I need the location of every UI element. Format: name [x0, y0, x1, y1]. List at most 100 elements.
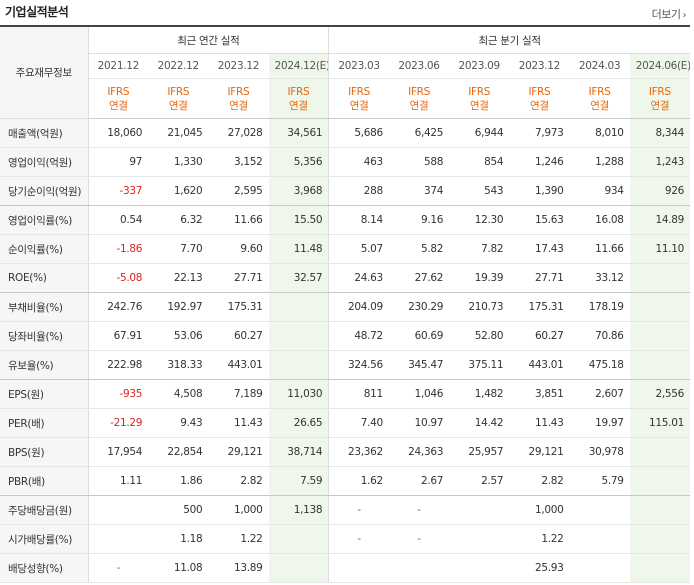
table-cell [328, 553, 389, 583]
more-label: 더보기 [651, 8, 681, 21]
table-cell: 345.47 [388, 350, 450, 380]
table-cell: 2.57 [449, 466, 510, 496]
table-cell: 25.93 [509, 553, 570, 583]
basis-top: IFRS [167, 85, 190, 98]
table-cell: 29,121 [208, 437, 269, 467]
table-cell: 1.22 [509, 524, 570, 554]
basis-header: IFRS 연결 [328, 78, 389, 119]
table-cell: 115.01 [629, 408, 690, 438]
basis-header: IFRS 연결 [509, 78, 570, 119]
row-label: PBR(배) [0, 466, 89, 496]
table-cell: 288 [328, 176, 389, 206]
table-cell: 25,957 [449, 437, 510, 467]
table-cell: 30,978 [569, 437, 630, 467]
table-cell: 443.01 [509, 350, 570, 380]
table-cell [629, 263, 690, 293]
table-cell: 17,954 [88, 437, 149, 467]
financial-table: 주요재무정보 최근 연간 실적 최근 분기 실적 2021.12 2022.12 2… [0, 25, 690, 583]
period-header: 2021.12 [88, 53, 149, 79]
table-row: 주당배당금(원) 500 1,000 1,138- -1,000 [0, 495, 690, 525]
table-cell: 15.63 [509, 205, 570, 235]
row-label: 영업이익(억원) [0, 147, 89, 177]
basis-bottom: 연결 [590, 99, 609, 112]
table-cell: 21,045 [148, 118, 209, 148]
table-cell [268, 553, 330, 583]
table-cell: 29,121 [509, 437, 570, 467]
table-cell: 1,288 [569, 147, 630, 177]
table-cell: 242.76 [88, 292, 149, 322]
row-label: 주당배당금(원) [0, 495, 89, 525]
table-cell [268, 321, 330, 351]
table-cell: 175.31 [208, 292, 269, 322]
table-cell: 11.43 [208, 408, 269, 438]
table-cell: 27.71 [208, 263, 269, 293]
table-cell: 318.33 [148, 350, 209, 380]
table-cell: 2,556 [629, 379, 690, 409]
table-cell [629, 524, 690, 554]
row-label: 영업이익률(%) [0, 205, 89, 235]
table-cell: -5.08 [88, 263, 149, 293]
table-cell: 7.82 [449, 234, 510, 264]
period-header: 2024.06(E) [629, 53, 690, 79]
table-cell: 3,968 [268, 176, 330, 206]
table-row: 영업이익(억원) 97 1,330 3,152 5,356 463 588 854 1,246 1… [0, 147, 690, 177]
basis-bottom: 연결 [289, 99, 308, 112]
table-cell: 22.13 [148, 263, 209, 293]
table-cell: 934 [569, 176, 630, 206]
table-cell: 463 [328, 147, 389, 177]
table-cell: 2.82 [208, 466, 269, 496]
period-header: 2023.12 [208, 53, 269, 79]
table-cell [88, 495, 149, 525]
basis-top: IFRS [348, 85, 371, 98]
basis-header-row: IFRS 연결 IFRS 연결 IFRS 연결 IFRS 연결 IFRS 연결 IFRS 연결 IFRS… [0, 78, 690, 119]
table-cell: 15.50 [268, 205, 330, 235]
basis-top: IFRS [408, 85, 430, 98]
table-cell: -21.29 [88, 408, 149, 438]
basis-header: IFRS 연결 [148, 78, 209, 119]
basis-header: IFRS 연결 [208, 78, 269, 119]
table-cell: 500 [148, 495, 209, 525]
table-row: 배당성향(%) -11.08 13.89 25.93 [0, 553, 690, 583]
table-cell: 7.70 [148, 234, 209, 264]
table-cell: 32.57 [268, 263, 330, 293]
basis-header: IFRS 연결 [449, 78, 510, 119]
basis-bottom: 연결 [530, 99, 549, 112]
table-row: 당좌비율(%) 67.91 53.06 60.27 48.72 60.69 52.80 60.… [0, 321, 690, 351]
table-cell [268, 524, 330, 554]
table-cell: 811 [328, 379, 389, 409]
table-cell [449, 495, 510, 525]
row-label: 배당성향(%) [0, 553, 89, 583]
row-label: 매출액(억원) [0, 118, 89, 148]
table-cell: 3,851 [509, 379, 570, 409]
table-cell: 1,138 [268, 495, 330, 525]
table-cell: 33.12 [569, 263, 630, 293]
table-cell: 443.01 [208, 350, 269, 380]
period-header: 2023.12 [509, 53, 570, 79]
table-cell: 27,028 [208, 118, 269, 148]
table-cell: 1,000 [208, 495, 269, 525]
table-cell: 67.91 [88, 321, 149, 351]
period-header: 2022.12 [148, 53, 209, 79]
basis-top: IFRS [648, 85, 671, 98]
basis-bottom: 연결 [650, 99, 670, 112]
table-row: 영업이익률(%) 0.54 6.32 11.66 15.50 8.14 9.16 12.30 1… [0, 205, 690, 235]
more-link[interactable]: 더보기 › [651, 6, 687, 22]
table-cell: 2,595 [208, 176, 269, 206]
table-cell: 210.73 [449, 292, 510, 322]
table-cell: -935 [88, 379, 149, 409]
table-cell: 11,030 [268, 379, 330, 409]
period-header: 2024.12(E) [268, 53, 330, 79]
table-cell [449, 524, 510, 554]
table-cell: 2.82 [509, 466, 570, 496]
table-cell: 6.32 [148, 205, 209, 235]
table-cell: - [328, 524, 389, 554]
table-cell: 2,607 [569, 379, 630, 409]
table-cell: 588 [388, 147, 450, 177]
table-cell: 543 [449, 176, 510, 206]
table-cell: 192.97 [148, 292, 209, 322]
basis-header: IFRS 연결 [569, 78, 630, 119]
table-cell [629, 466, 690, 496]
table-cell [388, 553, 450, 583]
table-cell: 1.62 [328, 466, 389, 496]
